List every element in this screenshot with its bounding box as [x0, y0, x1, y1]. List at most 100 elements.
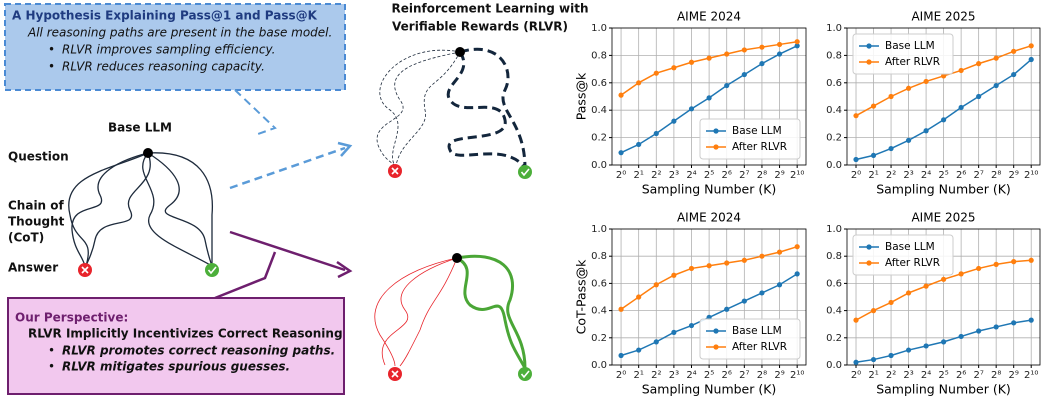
x-tick-label: 2¹ [633, 170, 643, 181]
point [853, 113, 859, 119]
y-tick-label: 0.8 [591, 251, 607, 262]
correct-path [456, 256, 527, 369]
point [993, 82, 999, 89]
y-tick-label: 1.0 [826, 23, 842, 34]
x-tick-label: 2⁸ [991, 170, 1001, 181]
y-tick-label: 0.0 [826, 360, 842, 371]
point [776, 41, 783, 48]
rlvr-title: Reinforcement Learning with [391, 2, 588, 16]
base-paths [68, 152, 214, 267]
x-tick-label: 2⁴ [921, 370, 931, 381]
point [923, 128, 929, 134]
x-axis-label: Sampling Number (K) [876, 382, 1011, 397]
y-axis-label: Pass@k [574, 72, 589, 120]
point [923, 283, 929, 289]
x-tick-label: 2⁵ [938, 370, 948, 381]
point [759, 44, 765, 50]
point [870, 356, 877, 363]
point [1028, 317, 1034, 323]
point [853, 317, 859, 323]
x-tick-label: 2⁷ [739, 370, 749, 381]
point [1011, 259, 1017, 265]
point [853, 156, 859, 163]
x-tick-label: 2⁰ [851, 170, 861, 181]
x-tick-label: 2² [886, 170, 896, 181]
chart-title: AIME 2025 [911, 211, 975, 225]
y-tick-label: 0.4 [591, 105, 607, 116]
rlvr-title: Verifiable Rewards (RLVR) [392, 20, 568, 34]
x-tick-label: 2⁰ [616, 170, 626, 181]
legend-label: Base LLM [732, 125, 782, 137]
point [724, 82, 730, 89]
hypothesis-bullet: RLVR reduces reasoning capacity. [62, 60, 265, 74]
point [1011, 48, 1017, 54]
x-tick-label: 2⁹ [774, 170, 784, 181]
point [776, 51, 783, 57]
point [905, 137, 912, 143]
hypothesis-title: A Hypothesis Explaining Pass@1 and Pass@… [12, 9, 318, 23]
y-tick-label: 0.8 [826, 50, 842, 61]
x-tick-label: 2⁰ [616, 370, 626, 381]
point [905, 85, 912, 91]
arrow-head [336, 260, 353, 279]
point [941, 276, 947, 282]
x-tick-label: 2⁷ [973, 170, 983, 181]
y-tick-label: 0.4 [826, 306, 842, 317]
x-tick-label: 2⁸ [757, 170, 767, 181]
point [618, 306, 624, 312]
point [794, 244, 800, 250]
root-node [143, 148, 153, 158]
legend-box [852, 33, 954, 75]
y-tick-label: 0.2 [826, 133, 842, 144]
point [741, 298, 747, 304]
x-tick-label: 2³ [903, 170, 913, 181]
wrong-icon [388, 367, 402, 381]
y-tick-label: 1.0 [826, 224, 842, 235]
chart-title: AIME 2024 [677, 10, 741, 24]
x-tick-label: 2¹⁰ [790, 370, 804, 381]
legend-marker [866, 43, 872, 49]
point [1011, 320, 1017, 326]
y-tick-label: 0.0 [826, 160, 842, 171]
point [923, 78, 929, 85]
legend-marker [713, 144, 719, 150]
x-tick-label: 2² [651, 370, 661, 381]
x-tick-label: 2² [651, 170, 661, 181]
point [759, 61, 765, 67]
correct-path [456, 254, 527, 369]
point [976, 93, 982, 100]
x-tick-label: 2⁵ [704, 170, 714, 181]
point [618, 352, 624, 359]
point [870, 103, 877, 109]
point [688, 322, 695, 329]
plot-frame [846, 27, 1041, 166]
point [759, 290, 765, 296]
point [958, 333, 964, 340]
point [870, 308, 877, 314]
point [724, 306, 730, 312]
perspective-title: Our Perspective: [15, 311, 128, 325]
x-tick-label: 2³ [669, 370, 679, 381]
point [794, 271, 800, 277]
x-tick-label: 2³ [669, 170, 679, 181]
point [776, 282, 783, 288]
point [706, 55, 712, 61]
x-tick-label: 2⁹ [1009, 370, 1019, 381]
x-tick-label: 2¹ [868, 170, 878, 181]
x-tick-label: 2⁶ [722, 370, 732, 381]
legend-marker [713, 344, 719, 350]
spurious-paths [374, 257, 458, 367]
bullet: • [48, 43, 55, 57]
legend-label: After RLVR [732, 141, 787, 153]
arrow [229, 230, 346, 272]
point [905, 347, 912, 353]
x-tick-label: 2⁶ [956, 170, 966, 181]
x-tick-label: 2⁴ [686, 370, 696, 381]
point [671, 272, 677, 278]
y-tick-label: 0.2 [591, 133, 607, 144]
legend-label: After RLVR [885, 257, 940, 269]
point [888, 145, 894, 152]
bullet: • [48, 60, 55, 74]
point [653, 339, 659, 345]
